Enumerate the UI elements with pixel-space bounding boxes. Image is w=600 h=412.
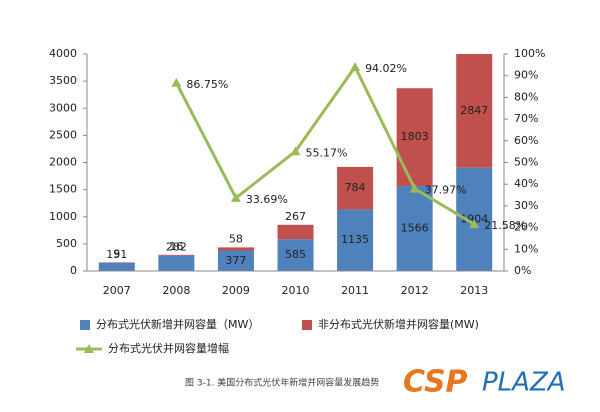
y2-tick-label: 70% bbox=[514, 112, 538, 125]
value-label: 33.69% bbox=[246, 193, 288, 206]
line-marker bbox=[171, 78, 181, 87]
y2-tick-label: 10% bbox=[514, 242, 538, 255]
legend-label: 分布式光伏新增并网容量（MW） bbox=[96, 317, 259, 331]
legend-swatch bbox=[302, 320, 312, 330]
y-tick-label: 1000 bbox=[49, 210, 77, 223]
y-tick-label: 500 bbox=[56, 237, 77, 250]
value-label: 94.02% bbox=[365, 62, 407, 75]
bar bbox=[158, 256, 194, 271]
x-tick-label: 2011 bbox=[341, 284, 369, 297]
y-tick-label: 2500 bbox=[49, 128, 77, 141]
value-label: 1135 bbox=[341, 233, 369, 246]
value-label: 55.17% bbox=[306, 146, 348, 159]
x-tick-label: 2013 bbox=[460, 284, 488, 297]
y-tick-label: 2000 bbox=[49, 156, 77, 169]
x-tick-label: 2008 bbox=[162, 284, 190, 297]
value-label: 21.58% bbox=[484, 219, 526, 232]
watermark: PLAZA bbox=[482, 368, 566, 398]
x-tick-label: 2012 bbox=[401, 284, 429, 297]
legend-label: 分布式光伏并网容量增幅 bbox=[108, 341, 229, 355]
value-label: 16 bbox=[169, 240, 183, 253]
value-label: 784 bbox=[345, 181, 366, 194]
value-label: 37.97% bbox=[425, 184, 467, 197]
legend-label: 非分布式光伏新增并网容量(MW) bbox=[318, 317, 479, 331]
y-tick-label: 4000 bbox=[49, 47, 77, 60]
y2-tick-label: 60% bbox=[514, 134, 538, 147]
y2-tick-label: 50% bbox=[514, 156, 538, 169]
plot-area bbox=[99, 13, 492, 271]
value-label: 377 bbox=[225, 254, 246, 267]
legend-swatch bbox=[80, 320, 90, 330]
y-tick-label: 3000 bbox=[49, 101, 77, 114]
y-tick-label: 0 bbox=[70, 264, 77, 277]
watermark: CSP bbox=[403, 365, 468, 400]
y-tick-label: 3500 bbox=[49, 74, 77, 87]
y2-tick-label: 80% bbox=[514, 90, 538, 103]
y2-tick-label: 0% bbox=[514, 264, 531, 277]
bar bbox=[99, 263, 135, 271]
y2-tick-label: 40% bbox=[514, 177, 538, 190]
value-label: 86.75% bbox=[186, 78, 228, 91]
value-label: 2847 bbox=[460, 104, 488, 117]
y2-tick-label: 30% bbox=[514, 199, 538, 212]
value-label: 1566 bbox=[401, 222, 429, 235]
value-label: 58 bbox=[229, 232, 243, 245]
x-tick-label: 2009 bbox=[222, 284, 250, 297]
bar bbox=[278, 225, 314, 239]
y2-tick-label: 90% bbox=[514, 69, 538, 82]
line-marker bbox=[350, 62, 360, 71]
caption: 图 3-1. 美国分布式光伏年新增并网容量发展趋势 bbox=[185, 377, 379, 389]
bar bbox=[158, 255, 194, 256]
value-label: 585 bbox=[285, 248, 306, 261]
bar bbox=[456, 13, 492, 167]
value-label: 1803 bbox=[401, 130, 429, 143]
y-tick-label: 1500 bbox=[49, 183, 77, 196]
value-label: 267 bbox=[285, 210, 306, 223]
y2-tick-label: 100% bbox=[514, 47, 545, 60]
bar bbox=[218, 247, 254, 250]
value-label: 9 bbox=[113, 247, 120, 260]
x-tick-label: 2010 bbox=[282, 284, 310, 297]
x-tick-label: 2007 bbox=[103, 284, 131, 297]
